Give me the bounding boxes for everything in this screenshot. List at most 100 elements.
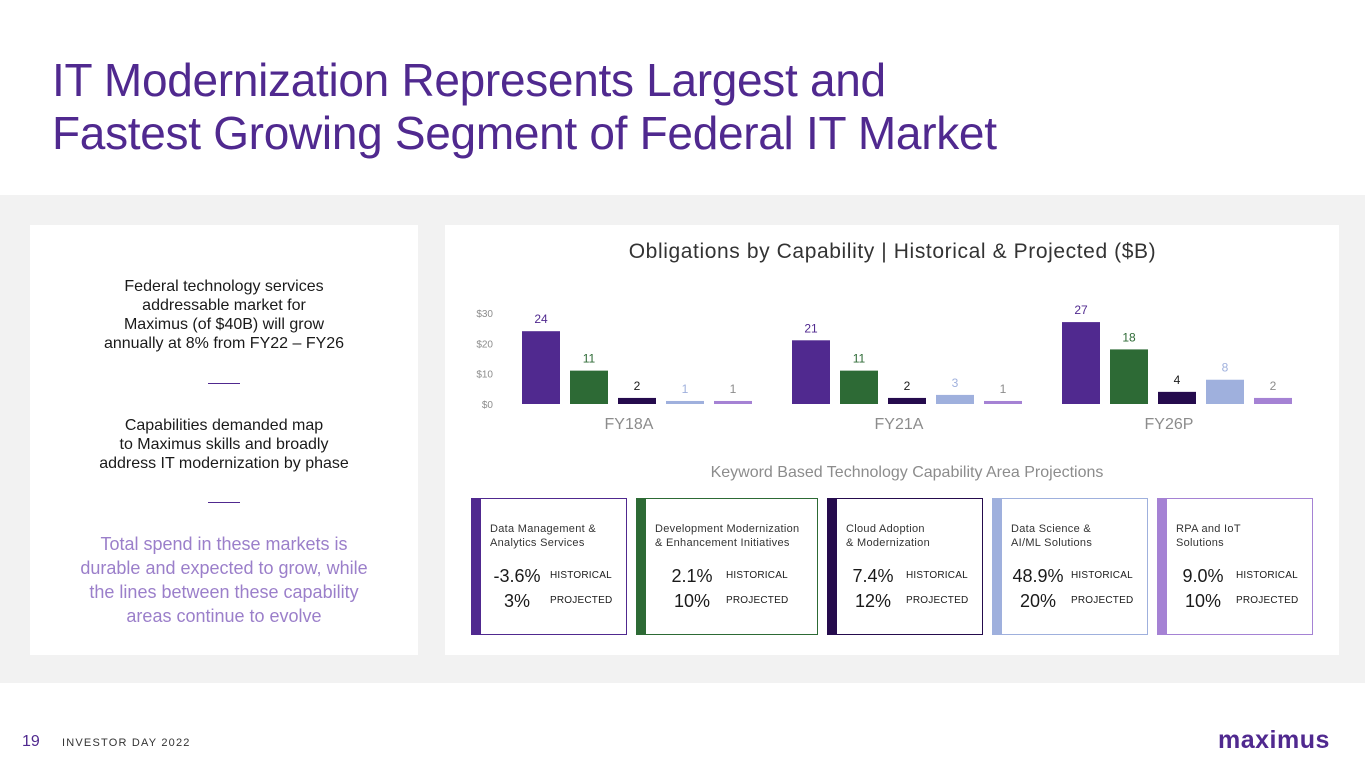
bar-fy26p-series-1	[1062, 322, 1100, 404]
bar-value-label: 21	[804, 321, 818, 335]
projected-row: 10% PROJECTED	[646, 590, 792, 612]
x-category-label: FY21A	[875, 416, 924, 433]
projected-value: 12%	[854, 591, 892, 611]
bar-value-label: 2	[904, 379, 911, 393]
historical-value: -3.6%	[493, 566, 541, 586]
summary-line: address IT modernization by phase	[99, 455, 349, 472]
bar-fy18a-series-5	[714, 400, 752, 404]
projected-row: 20% PROJECTED	[1002, 590, 1148, 612]
bar-fy26p-series-2	[1110, 349, 1148, 404]
capability-card-data-management: Data Management & Analytics Services -3.…	[471, 498, 627, 635]
historical-row: 48.9% HISTORICAL	[1002, 565, 1148, 587]
highlight-line: durable and expected to grow, while	[80, 558, 368, 578]
projected-label: PROJECTED	[1071, 595, 1134, 606]
bar-value-label: 4	[1174, 373, 1181, 387]
page-number: 19	[22, 733, 40, 750]
historical-row: -3.6% HISTORICAL	[481, 565, 627, 587]
y-tick-label: $0	[482, 400, 494, 411]
bar-value-label: 1	[730, 382, 737, 396]
bar-value-label: 2	[1270, 379, 1277, 393]
bar-fy21a-series-4	[936, 394, 974, 404]
card-title: Data Management & Analytics Services	[490, 523, 596, 549]
bar-value-label: 24	[534, 312, 548, 326]
card-title: Data Science & AI/ML Solutions	[1011, 523, 1093, 549]
highlight-text: Total spend in these markets is durable …	[30, 532, 418, 628]
x-category-label: FY26P	[1145, 416, 1194, 433]
bar-fy26p-series-3	[1158, 391, 1196, 404]
summary-line: Capabilities demanded map	[124, 417, 324, 434]
projected-value: 20%	[1019, 591, 1057, 611]
historical-value: 9.0%	[1182, 566, 1224, 586]
historical-label: HISTORICAL	[1236, 570, 1298, 581]
summary-line: annually at 8% from FY22 – FY26	[103, 335, 345, 352]
bar-value-label: 3	[952, 376, 959, 390]
summary-block-2: Capabilities demanded map to Maximus ski…	[30, 416, 418, 473]
historical-row: 7.4% HISTORICAL	[837, 565, 983, 587]
page-title: IT Modernization Represents Largest and …	[52, 54, 997, 160]
summary-block-1: Federal technology services addressable …	[30, 277, 418, 353]
bar-value-label: 27	[1074, 303, 1088, 317]
projected-row: 10% PROJECTED	[1167, 590, 1313, 612]
bar-fy26p-series-4	[1206, 379, 1244, 404]
bar-value-label: 1	[1000, 382, 1007, 396]
historical-row: 9.0% HISTORICAL	[1167, 565, 1313, 587]
bar-fy18a-series-2	[570, 370, 608, 404]
card-title: RPA and IoT Solutions	[1176, 523, 1241, 549]
capability-card-data-science: Data Science & AI/ML Solutions 48.9% HIS…	[992, 498, 1148, 635]
historical-label: HISTORICAL	[550, 570, 612, 581]
card-title: Cloud Adoption & Modernization	[846, 523, 930, 549]
historical-label: HISTORICAL	[906, 570, 968, 581]
projected-value: 3%	[503, 591, 530, 611]
projected-row: 12% PROJECTED	[837, 590, 983, 612]
summary-panel: Federal technology services addressable …	[30, 225, 418, 655]
highlight-line: areas continue to evolve	[126, 606, 322, 626]
capability-card-rpa-iot: RPA and IoT Solutions 9.0% HISTORICAL 10…	[1157, 498, 1313, 635]
historical-value: 2.1%	[671, 566, 713, 586]
x-category-label: FY18A	[605, 416, 654, 433]
capability-card-development-modernization: Development Modernization & Enhancement …	[636, 498, 818, 635]
historical-value: 7.4%	[852, 566, 894, 586]
projected-value: 10%	[673, 591, 711, 611]
capability-card-cloud-adoption: Cloud Adoption & Modernization 7.4% HIST…	[827, 498, 983, 635]
historical-row: 2.1% HISTORICAL	[646, 565, 792, 587]
summary-line: Maximus (of $40B) will grow	[123, 316, 325, 333]
bar-fy18a-series-3	[618, 397, 656, 404]
projected-label: PROJECTED	[550, 595, 613, 606]
bar-value-label: 11	[583, 352, 596, 366]
projected-label: PROJECTED	[1236, 595, 1299, 606]
projected-value: 10%	[1184, 591, 1222, 611]
projections-subtitle: Keyword Based Technology Capability Area…	[710, 464, 1104, 481]
chart-title: Obligations by Capability | Historical &…	[628, 240, 1157, 263]
bar-value-label: 8	[1222, 361, 1229, 375]
page-title-line-2: Fastest Growing Segment of Federal IT Ma…	[52, 107, 997, 159]
historical-label: HISTORICAL	[1071, 570, 1133, 581]
bar-fy26p-series-5	[1254, 397, 1292, 404]
summary-line: to Maximus skills and broadly	[119, 436, 329, 453]
bar-value-label: 1	[682, 382, 689, 396]
y-tick-label: $30	[476, 309, 493, 320]
y-tick-label: $10	[476, 370, 493, 381]
maximus-logo: maximus	[1218, 726, 1330, 754]
bar-value-label: 2	[634, 379, 641, 393]
summary-line: Federal technology services	[124, 278, 324, 295]
bar-fy21a-series-3	[888, 397, 926, 404]
bar-fy21a-series-5	[984, 400, 1022, 404]
projected-row: 3% PROJECTED	[481, 590, 627, 612]
bar-value-label: 18	[1122, 330, 1136, 344]
projected-label: PROJECTED	[906, 595, 969, 606]
projected-label: PROJECTED	[726, 595, 789, 606]
page-title-line-1: IT Modernization Represents Largest and	[52, 54, 886, 106]
footer-label: INVESTOR DAY 2022	[62, 737, 191, 749]
bar-fy21a-series-1	[792, 340, 830, 404]
historical-label: HISTORICAL	[726, 570, 788, 581]
highlight-line: Total spend in these markets is	[100, 534, 348, 554]
historical-value: 48.9%	[1012, 566, 1064, 586]
summary-line: addressable market for	[142, 297, 306, 314]
y-tick-label: $20	[476, 339, 493, 350]
highlight-line: the lines between these capability	[89, 582, 359, 602]
bar-fy21a-series-2	[840, 370, 878, 404]
bar-fy18a-series-4	[666, 400, 704, 404]
divider	[208, 383, 240, 384]
divider	[208, 502, 240, 503]
